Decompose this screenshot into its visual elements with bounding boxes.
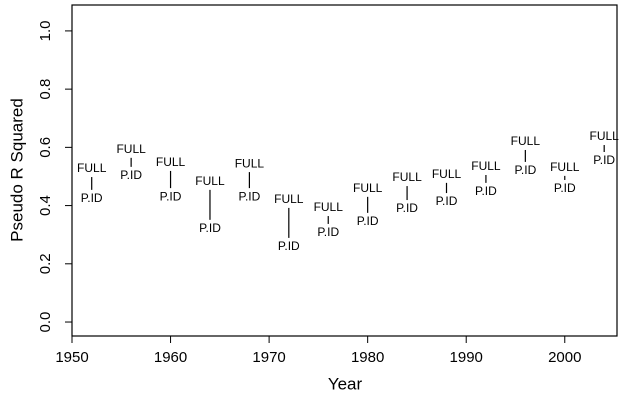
point-label: FULL — [274, 192, 304, 206]
point-label: FULL — [235, 156, 265, 170]
point-label: FULL — [353, 181, 383, 195]
point-label: FULL — [77, 161, 107, 175]
point-label: FULL — [471, 159, 501, 173]
plot-frame — [71, 4, 618, 337]
y-tick-label: 0.0 — [37, 312, 54, 333]
point-label: P.ID — [278, 239, 300, 253]
point-label: FULL — [314, 200, 344, 214]
x-tick-label: 2000 — [548, 349, 581, 366]
point-label: FULL — [590, 129, 619, 143]
point-label: P.ID — [160, 189, 182, 203]
point-label: P.ID — [396, 201, 418, 215]
x-axis-title: Year — [328, 374, 363, 393]
y-tick-label: 0.2 — [37, 253, 54, 274]
point-label: FULL — [550, 160, 580, 174]
point-label: FULL — [432, 167, 462, 181]
point-label: FULL — [392, 170, 422, 184]
point-label: P.ID — [436, 194, 458, 208]
point-label: P.ID — [81, 191, 103, 205]
point-label: FULL — [511, 134, 541, 148]
x-tick-label: 1990 — [450, 349, 483, 366]
x-tick-label: 1950 — [55, 349, 88, 366]
point-label: FULL — [156, 155, 186, 169]
x-tick-label: 1970 — [252, 349, 285, 366]
y-axis-title: Pseudo R Squared — [7, 98, 26, 242]
point-label: P.ID — [317, 225, 339, 239]
x-tick-label: 1980 — [351, 349, 384, 366]
point-label: P.ID — [238, 189, 260, 203]
point-label: P.ID — [593, 153, 615, 167]
point-label: FULL — [195, 174, 225, 188]
y-tick-label: 0.8 — [37, 79, 54, 100]
point-label: P.ID — [554, 181, 576, 195]
point-label: FULL — [116, 142, 146, 156]
point-label: P.ID — [199, 221, 221, 235]
y-tick-label: 0.6 — [37, 137, 54, 158]
y-tick-label: 0.4 — [37, 195, 54, 216]
x-tick-label: 1960 — [154, 349, 187, 366]
point-label: P.ID — [514, 163, 536, 177]
y-tick-label: 1.0 — [37, 20, 54, 41]
point-label: P.ID — [120, 168, 142, 182]
point-label: P.ID — [475, 184, 497, 198]
point-label: P.ID — [357, 214, 379, 228]
